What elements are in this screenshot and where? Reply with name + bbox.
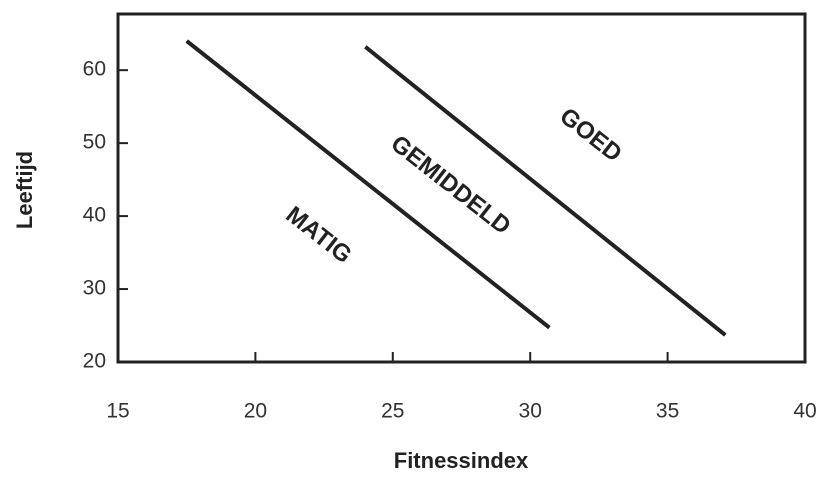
x-tick-label: 30 bbox=[519, 400, 542, 423]
x-tick-label: 25 bbox=[381, 400, 404, 423]
y-axis-title: Leeftijd bbox=[12, 151, 37, 229]
plot-frame bbox=[116, 12, 807, 364]
y-tick-label: 60 bbox=[83, 58, 106, 81]
x-axis-title: Fitnessindex bbox=[394, 448, 529, 473]
y-tick-label: 50 bbox=[83, 131, 106, 154]
line bbox=[185, 39, 551, 330]
line bbox=[364, 45, 727, 337]
zone-label: MATIG bbox=[281, 201, 357, 269]
x-tick-label: 20 bbox=[244, 400, 267, 423]
zone-label: GOED bbox=[555, 103, 627, 168]
zone-label: GEMIDDELD bbox=[386, 130, 516, 240]
y-tick-label: 30 bbox=[83, 277, 106, 300]
y-tick-label: 40 bbox=[83, 204, 106, 227]
x-tick-label: 40 bbox=[793, 400, 816, 423]
y-tick-label: 20 bbox=[83, 350, 106, 373]
x-tick-label: 15 bbox=[106, 400, 129, 423]
x-tick-label: 35 bbox=[656, 400, 679, 423]
